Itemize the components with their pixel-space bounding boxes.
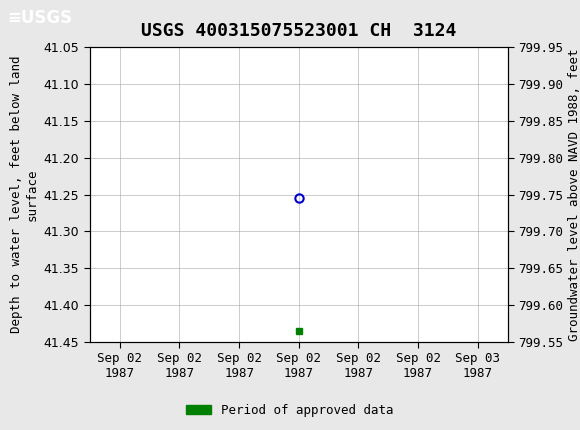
Y-axis label: Depth to water level, feet below land
surface: Depth to water level, feet below land su… <box>10 56 38 333</box>
Y-axis label: Groundwater level above NAVD 1988, feet: Groundwater level above NAVD 1988, feet <box>568 48 580 341</box>
Legend: Period of approved data: Period of approved data <box>181 399 399 421</box>
Title: USGS 400315075523001 CH  3124: USGS 400315075523001 CH 3124 <box>141 22 456 40</box>
Text: ≡USGS: ≡USGS <box>7 9 72 27</box>
